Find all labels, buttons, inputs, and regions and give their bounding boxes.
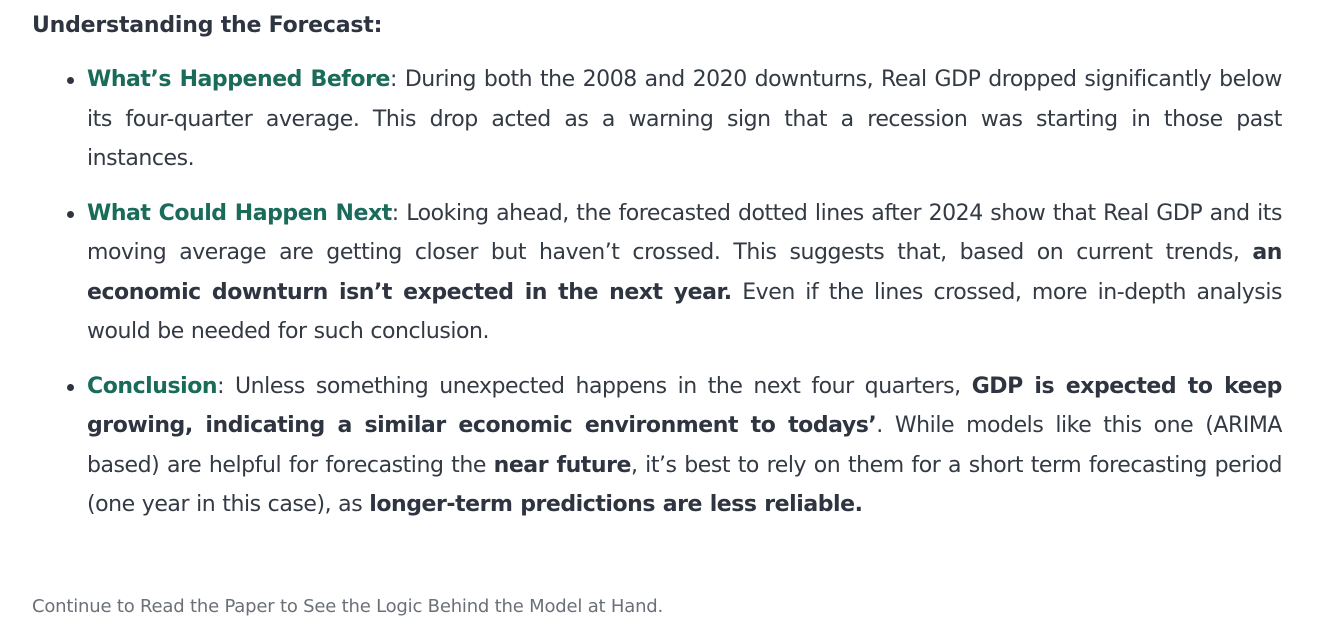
bullet-separator: : — [389, 67, 405, 92]
bullet-text: Looking ahead, the forecasted dotted lin… — [87, 200, 1282, 266]
continue-reading-note: Continue to Read the Paper to See the Lo… — [32, 596, 664, 617]
bullet-text: During both the 2008 and 2020 downturns,… — [87, 67, 1282, 171]
bullet-separator: : — [391, 200, 407, 226]
bullet-separator: : — [217, 373, 236, 399]
bullet-term: What’s Happened Before — [87, 67, 390, 92]
section-heading: Understanding the Forecast: — [32, 13, 383, 38]
bullet-emphasis: GDP is expected to keep growing, indicat… — [87, 373, 1282, 439]
bullet-emphasis: an economic downturn isn’t expected in t… — [87, 240, 1282, 305]
bullet-emphasis: near future — [493, 452, 632, 478]
bullet-what-could-happen-next: What Could Happen Next: Looking ahead, t… — [67, 194, 1282, 352]
bullet-text: , it’s best to rely on them for a short … — [87, 452, 1282, 518]
bullet-term: What Could Happen Next — [87, 200, 392, 226]
bullet-emphasis: longer-term predictions are less reliabl… — [369, 492, 863, 517]
bullet-text: . While models like this one (ARIMA base… — [87, 413, 1282, 478]
bullet-whats-happened-before: What’s Happened Before: During both the … — [67, 60, 1282, 179]
forecast-bullet-list: What’s Happened Before: During both the … — [67, 60, 1282, 540]
bullet-term: Conclusion — [87, 373, 218, 399]
bullet-text: Even if the lines crossed, more in-depth… — [87, 279, 1282, 345]
bullet-conclusion: Conclusion: Unless something unexpected … — [67, 367, 1282, 525]
bullet-text: Unless something unexpected happens in t… — [235, 373, 972, 399]
